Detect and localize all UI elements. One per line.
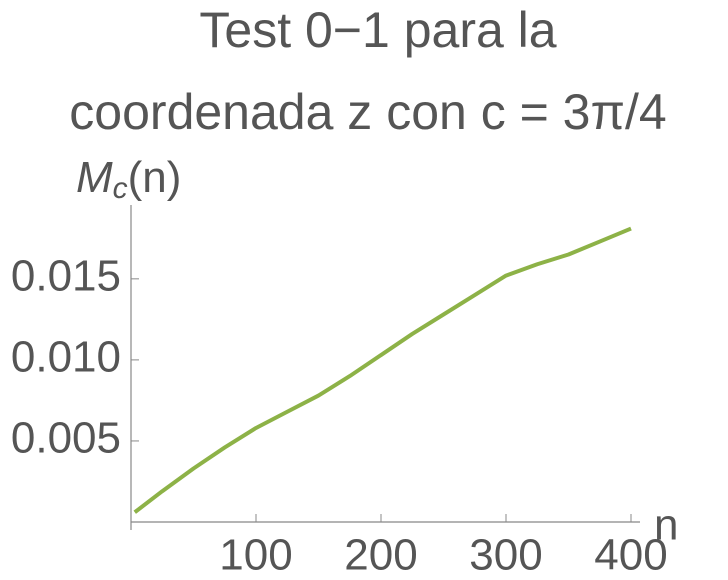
y-tick-label: 0.010 (11, 333, 121, 382)
y-label-rest: (n) (128, 153, 182, 202)
chart-title: Test 0−1 para la (199, 2, 556, 58)
chart-title: coordenada z con c = 3π/4 (69, 84, 666, 140)
x-tick-label: 300 (469, 531, 542, 580)
x-tick-label: 400 (594, 531, 667, 580)
y-axis-label: Mc(n) (76, 153, 181, 205)
y-label-main: M (76, 153, 113, 202)
x-tick-label: 100 (219, 531, 292, 580)
y-tick-label: 0.015 (11, 251, 121, 300)
y-label-sub: c (113, 172, 128, 205)
x-axis-label: n (654, 501, 678, 550)
y-tick-label: 0.005 (11, 414, 121, 463)
data-line (133, 226, 632, 514)
x-tick-label: 200 (344, 531, 417, 580)
